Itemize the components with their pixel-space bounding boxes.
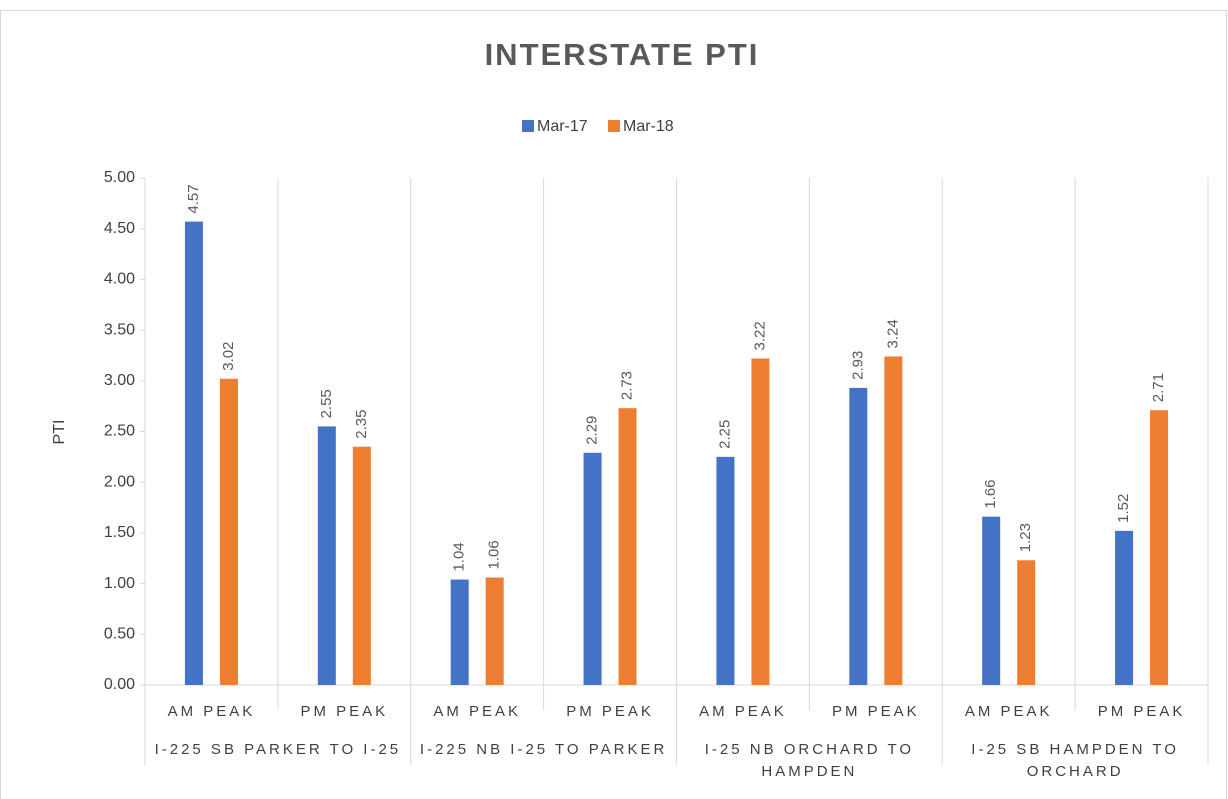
- legend-label: Mar-17: [537, 118, 588, 135]
- data-label: 3.02: [220, 342, 237, 371]
- x-tick-label: PM PEAK: [832, 703, 920, 720]
- x-tick-label: AM PEAK: [965, 703, 1053, 720]
- data-label: 2.71: [1150, 373, 1167, 402]
- bar: [751, 358, 770, 685]
- data-label: 2.25: [716, 420, 733, 449]
- chart-border: [0, 10, 1227, 799]
- data-label: 2.55: [318, 389, 335, 418]
- legend-label: Mar-18: [623, 118, 674, 135]
- x-tick-label: AM PEAK: [433, 703, 521, 720]
- y-axis-label: PTI: [51, 420, 68, 445]
- data-label: 4.57: [185, 184, 202, 213]
- chart-title: INTERSTATE PTI: [485, 37, 760, 72]
- data-label: 1.04: [451, 542, 468, 571]
- x-tick-label: AM PEAK: [699, 703, 787, 720]
- bar: [1017, 560, 1036, 685]
- data-label: 2.29: [584, 416, 601, 445]
- x-tick-label: PM PEAK: [1098, 703, 1186, 720]
- y-tick-label: 5.00: [104, 169, 135, 186]
- data-label: 3.22: [751, 321, 768, 350]
- x-tick-label: AM PEAK: [168, 703, 256, 720]
- data-label: 1.52: [1115, 494, 1132, 523]
- group-label: I-25 SB HAMPDEN TO ORCHARD: [971, 741, 1179, 780]
- bar: [849, 387, 868, 685]
- bar: [884, 356, 903, 685]
- data-label: 3.24: [884, 319, 901, 348]
- x-tick-label: PM PEAK: [566, 703, 654, 720]
- bar: [982, 516, 1001, 685]
- y-tick-label: 3.50: [104, 321, 135, 338]
- data-label: 2.35: [353, 410, 370, 439]
- bar: [1150, 410, 1169, 685]
- bar: [450, 579, 469, 685]
- data-label: 1.23: [1017, 523, 1034, 552]
- data-label: 1.06: [486, 540, 503, 569]
- bar: [219, 378, 238, 685]
- y-tick-label: 2.00: [104, 473, 135, 490]
- bar: [184, 221, 203, 686]
- y-tick-label: 4.50: [104, 220, 135, 237]
- data-label: 2.93: [849, 351, 866, 380]
- y-tick-label: 0.00: [104, 676, 135, 693]
- bar: [583, 452, 602, 685]
- bar: [317, 426, 336, 685]
- group-label: I-225 SB PARKER TO I-25: [154, 741, 402, 758]
- legend-swatch: [522, 120, 534, 132]
- bar: [716, 456, 735, 685]
- y-tick-label: 1.50: [104, 524, 135, 541]
- bar: [485, 577, 504, 685]
- legend-swatch: [608, 120, 620, 132]
- y-tick-label: 1.00: [104, 575, 135, 592]
- y-tick-label: 0.50: [104, 626, 135, 643]
- y-tick-label: 2.50: [104, 423, 135, 440]
- group-label: I-225 NB I-25 TO PARKER: [419, 741, 668, 758]
- y-tick-label: 3.00: [104, 372, 135, 389]
- y-tick-label: 4.00: [104, 271, 135, 288]
- x-tick-label: PM PEAK: [300, 703, 388, 720]
- bar: [618, 408, 637, 685]
- data-label: 2.73: [619, 371, 636, 400]
- data-label: 1.66: [982, 479, 999, 508]
- group-label: I-25 NB ORCHARD TO HAMPDEN: [704, 741, 915, 780]
- bar: [352, 446, 371, 685]
- bar: [1115, 530, 1134, 685]
